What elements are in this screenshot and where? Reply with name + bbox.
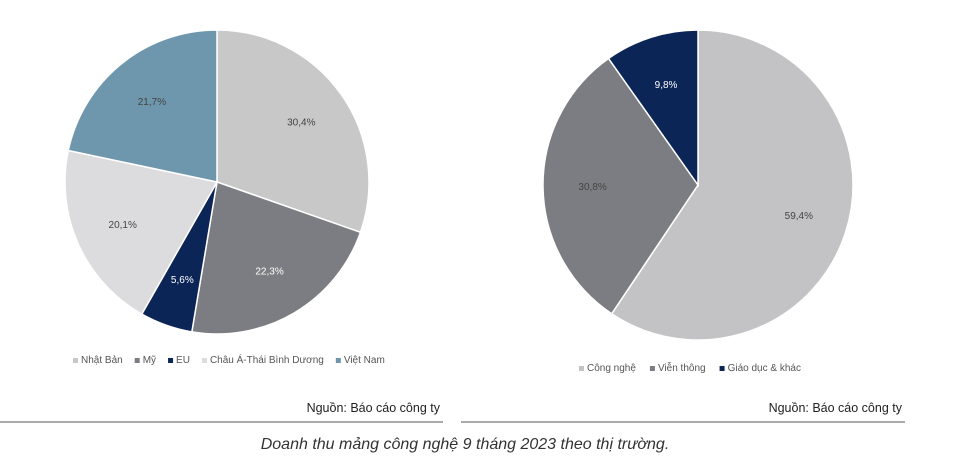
pie-slice-cong-nghe — [610, 29, 854, 341]
legend-label-cong-nghe: Công nghệ — [587, 363, 636, 374]
sector-pie-chart: 59,4% 30,8% 9,8% Công nghệ Viễn thông Giáo dụ… — [542, 29, 854, 374]
slice-value-label-my: 22,3% — [255, 266, 283, 277]
slice-value-label-chau-a-thai-binh-duong: 20,1% — [109, 220, 137, 231]
source-note-left: Nguồn: Báo cáo công ty — [307, 401, 441, 415]
legend-swatch-my — [134, 358, 140, 363]
legend-swatch-cong-nghe — [579, 366, 584, 371]
legend-swatch-vien-thong — [649, 366, 655, 371]
pie-slice-nhat-ban — [216, 29, 370, 234]
slice-value-label-eu: 5,6% — [171, 275, 194, 286]
slice-value-label-cong-nghe: 59,4% — [785, 211, 813, 222]
slice-value-label-nhat-ban: 30,4% — [287, 118, 315, 129]
legend-label-viet-nam: Việt Nam — [344, 355, 385, 366]
pie-slice-vien-thong — [542, 57, 699, 315]
legend-label-vien-thong: Viễn thông — [658, 361, 706, 374]
legend-swatch-viet-nam — [335, 358, 341, 363]
pie-slice-viet-nam — [67, 29, 218, 183]
pie-slice-chau-a-thai-binh-duong — [64, 149, 219, 316]
pie-slice-my — [190, 180, 362, 335]
legend-label-chau-a-thai-binh-duong: Châu Á-Thái Bình Dương — [210, 353, 324, 366]
legend-label-eu: EU — [176, 355, 190, 366]
slice-value-label-giao-duc-khac: 9,8% — [655, 80, 678, 91]
slice-value-label-viet-nam: 21,7% — [138, 97, 166, 108]
market-pie-chart: 30,4% 22,3% 5,6% 20,1% 21,7% Nhật Bản Mỹ EU Châu… — [64, 29, 385, 366]
legend-label-nhat-ban: Nhật Bản — [81, 355, 123, 366]
legend-swatch-giao-duc-khac — [719, 366, 725, 371]
legend-label-giao-duc-khac: Giáo dục & khác — [728, 363, 801, 374]
legend-swatch-eu — [168, 358, 174, 363]
legend-swatch-chau-a-thai-binh-duong — [201, 358, 207, 363]
legend-swatch-nhat-ban — [73, 358, 78, 363]
source-note-right: Nguồn: Báo cáo công ty — [769, 401, 903, 415]
figure-caption: Doanh thu mảng công nghệ 9 tháng 2023 th… — [260, 436, 670, 453]
slice-value-label-vien-thong: 30,8% — [578, 182, 606, 193]
pie-slice-giao-duc-khac — [607, 29, 699, 188]
legend-label-my: Mỹ — [143, 355, 156, 366]
